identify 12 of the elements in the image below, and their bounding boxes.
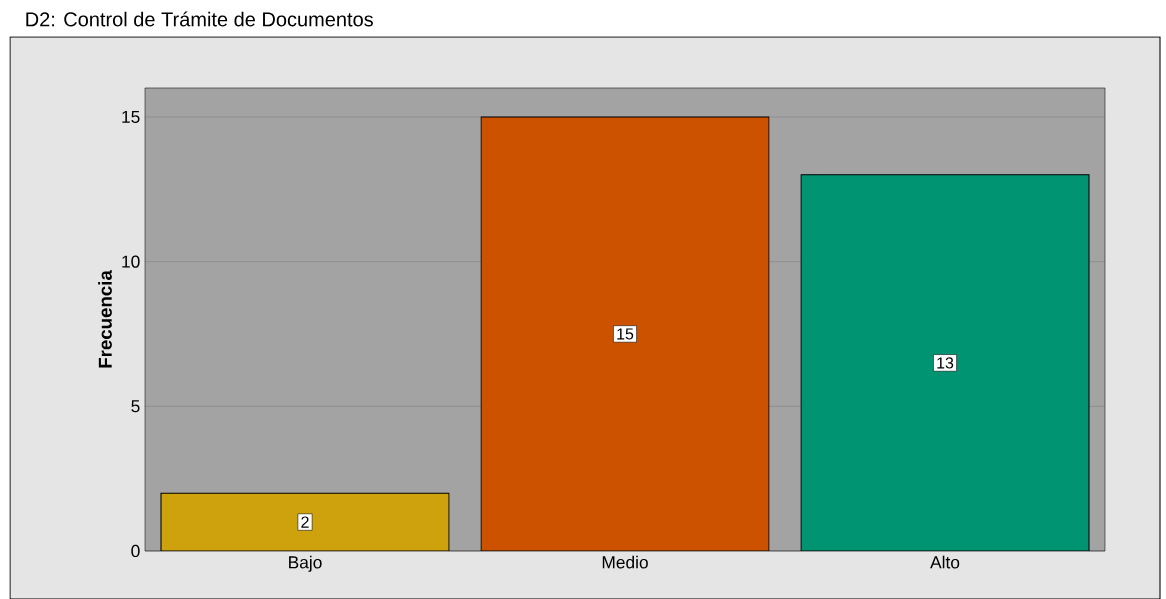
y-tick-label: 0: [131, 544, 140, 558]
data-label: 2: [301, 516, 309, 528]
data-label: 15: [617, 328, 634, 340]
y-tick-label: 5: [131, 400, 140, 413]
data-label: 13: [937, 357, 954, 369]
x-tick-label: Medio: [602, 555, 648, 569]
y-axis-title: Frecuencia: [98, 270, 112, 368]
x-tick-label: Bajo: [289, 555, 322, 572]
chart-title: D2: Control de Trámite de Documentos: [26, 11, 373, 27]
y-tick-label: 10: [122, 255, 140, 268]
x-tick-label: Alto: [930, 555, 960, 569]
y-tick-label: 15: [122, 110, 140, 123]
